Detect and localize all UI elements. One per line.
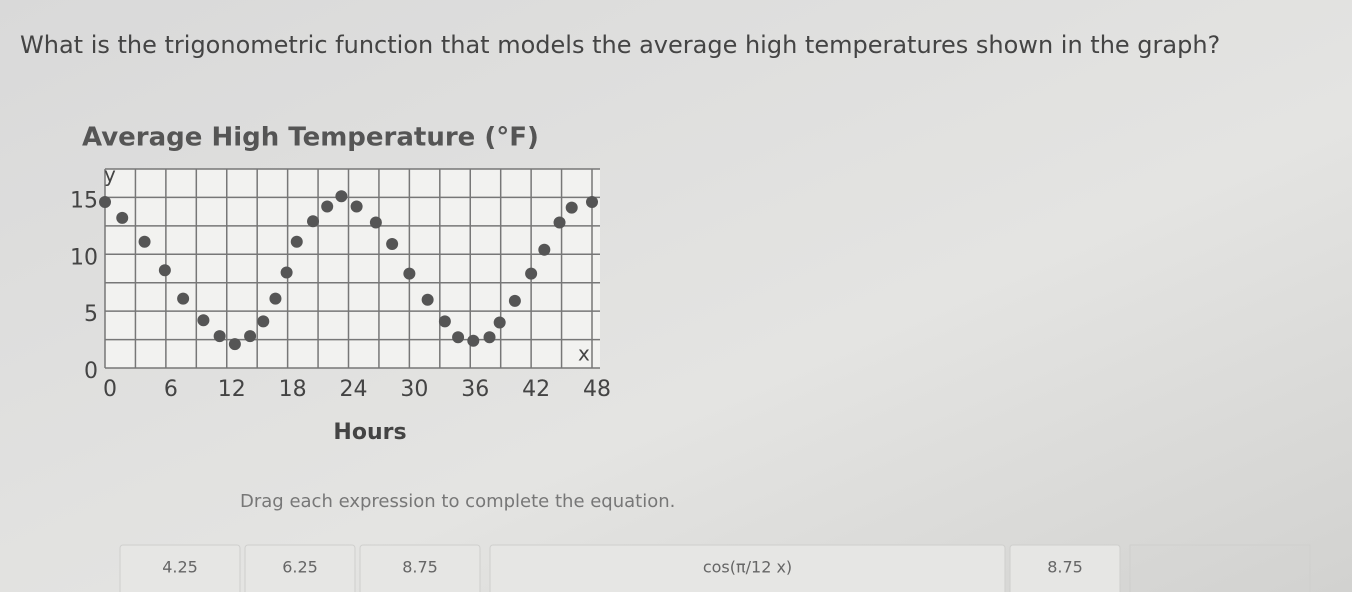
x-axis-label: Hours: [333, 420, 406, 445]
data-point: [369, 216, 382, 229]
x-tick-label: 48: [583, 377, 611, 402]
x-tick-label: 24: [340, 377, 368, 402]
data-point: [350, 200, 363, 213]
data-point: [438, 315, 451, 328]
y-tick-label: 0: [84, 359, 98, 384]
data-point: [269, 292, 282, 305]
y-axis-letter: y: [104, 163, 116, 187]
data-point: [403, 267, 416, 280]
chart-title: Average High Temperature (°F): [82, 123, 539, 153]
instruction: Drag each expression to complete the equ…: [240, 491, 675, 512]
data-point: [213, 330, 226, 343]
x-tick-label: 12: [218, 377, 246, 402]
data-point: [138, 235, 151, 248]
data-point: [508, 294, 521, 307]
data-point: [538, 243, 551, 256]
data-point: [421, 293, 434, 306]
data-point: [177, 292, 190, 305]
tile-label[interactable]: 4.25: [162, 558, 198, 577]
x-tick-label: 30: [400, 377, 428, 402]
data-point: [565, 201, 578, 214]
x-tick-label: 6: [164, 377, 178, 402]
x-tick-label: 0: [103, 377, 117, 402]
chart: 0 6 12 18 24 30 36 42 48 0 5 10 15y x: [70, 163, 611, 403]
tile-label[interactable]: 8.75: [402, 558, 438, 577]
data-point: [586, 195, 598, 208]
data-point: [99, 195, 111, 208]
data-point: [525, 267, 538, 280]
y-tick-label: 10: [70, 245, 98, 270]
data-point: [116, 211, 129, 224]
x-tick-label: 36: [461, 377, 489, 402]
tile-label[interactable]: cos(π/12 x): [703, 558, 792, 577]
tile-label[interactable]: 6.25: [282, 558, 318, 577]
data-point: [158, 264, 171, 277]
data-point: [306, 215, 319, 228]
data-point: [553, 216, 566, 229]
data-point: [244, 330, 257, 343]
data-point: [197, 314, 210, 327]
plot-area: [105, 169, 600, 368]
data-point: [290, 235, 303, 248]
data-point: [467, 334, 480, 347]
data-point: [257, 315, 270, 328]
tile-row: 4.25 6.25 8.75 cos(π/12 x) 8.75: [119, 544, 1311, 596]
x-axis-letter: x: [578, 342, 590, 366]
data-point: [228, 338, 241, 351]
data-point: [280, 266, 293, 279]
data-point: [452, 331, 465, 344]
data-point: [335, 190, 348, 203]
data-point: [386, 238, 399, 251]
data-point: [493, 316, 506, 329]
data-point: [483, 331, 496, 344]
x-tick-label: 18: [279, 377, 307, 402]
tile-label[interactable]: 8.75: [1047, 558, 1083, 577]
question: What is the trigonometric function that …: [20, 31, 1220, 59]
x-tick-label: 42: [522, 377, 550, 402]
data-point: [321, 200, 334, 213]
y-tick-label: 5: [84, 302, 98, 327]
y-tick-label: 15: [70, 188, 98, 213]
